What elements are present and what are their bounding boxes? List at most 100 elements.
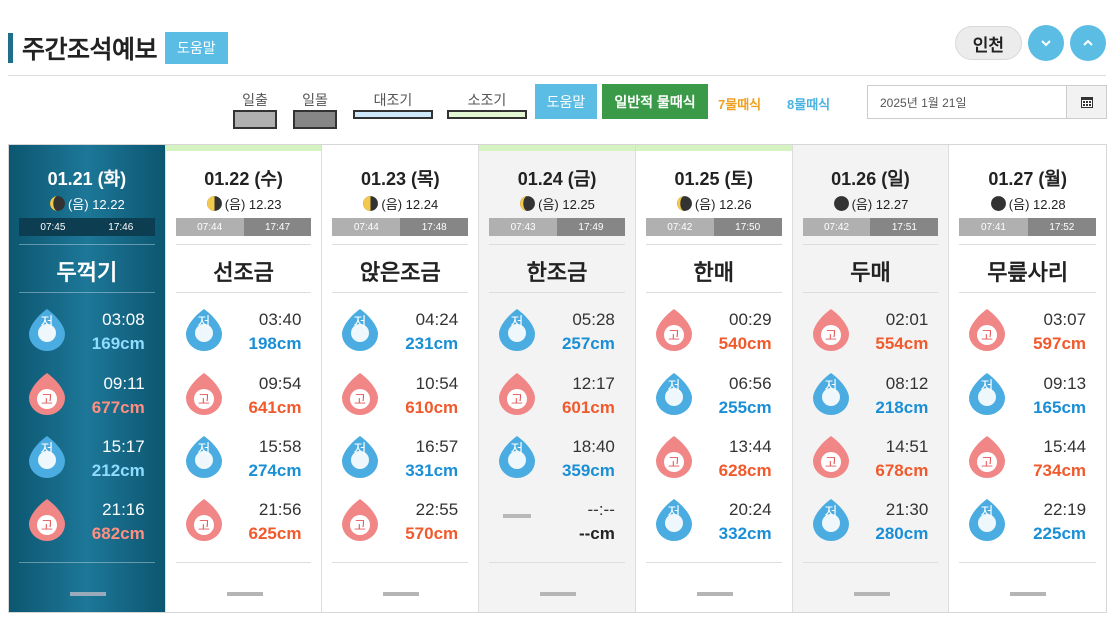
tide-badge-text: 저 [667,505,680,521]
tide-badge-text: 고 [41,393,53,408]
sunrise-time: 07:41 [959,218,1028,236]
more-handle[interactable] [226,592,263,596]
high-tide-icon: 고 [185,373,222,415]
tide-time: 00:29 [729,310,772,329]
day-column[interactable]: 01.24 (금) (음) 12.25 07:43 17:49 한조금 저 05:28 257… [479,145,636,612]
tide-entry: 고 13:44 628cm [636,434,792,484]
date-input[interactable]: 2025년 1월 21일 [880,95,967,110]
moon-phase-icon [206,196,222,211]
high-tide-icon: 고 [342,499,379,541]
tide-badge-text: 고 [354,393,366,408]
tide-entry: 저 16:57 331cm [322,434,478,484]
high-tide-icon: 고 [342,373,379,415]
day-column[interactable]: 01.21 (화) (음) 12.22 07:45 17:46 두꺽기 저 03:08 169… [9,145,166,612]
page-header: 주간조석예보 도움말 [8,28,228,68]
tide-level: 212cm [91,461,145,480]
low-tide-icon: 저 [29,436,65,478]
sunrise-time: 07:44 [332,218,401,236]
more-handle[interactable] [383,592,420,596]
legend-sunset-label: 일몰 [302,92,328,108]
tide-entry: 저 21:30 280cm [793,497,949,547]
tide-entry: 고 09:54 641cm [166,371,322,421]
more-handle[interactable] [540,592,577,596]
low-tide-icon: 저 [185,309,222,351]
day-column[interactable]: 01.23 (목) (음) 12.24 07:44 17:48 앉은조금 저 04:24 23… [322,145,480,612]
moon-phase-icon [990,196,1006,211]
collapse-button[interactable] [1070,25,1106,61]
tide-badge-text: 저 [511,315,524,331]
tide-entry: 저 18:40 359cm [479,434,635,484]
tide-time: 15:17 [102,437,145,456]
divider [645,292,782,293]
tide-level: 641cm [248,398,302,417]
calendar-button[interactable] [1066,86,1106,118]
tide-entry: 저 09:13 165cm [949,371,1106,421]
tide-time: 03:07 [1043,310,1087,329]
legend-sunset: 일몰 [293,90,337,129]
sun-times: 07:42 17:51 [802,218,939,236]
divider [332,244,469,245]
tide-entry: 고 09:11 677cm [9,371,165,421]
tide-time: 14:51 [885,437,929,456]
tide-level: 678cm [875,461,929,480]
day-column[interactable]: 01.26 (일) (음) 12.27 07:42 17:51 두매 고 02:01 554c… [792,145,950,612]
tide-name: 선조금 [213,260,274,285]
tide-badge-text: 고 [668,329,680,344]
divider [489,562,625,563]
high-tide-icon: 고 [29,373,65,415]
low-tide-icon: 저 [812,499,849,541]
more-handle[interactable] [1010,592,1047,596]
divider [175,292,312,293]
sun-times: 07:42 17:50 [645,218,782,236]
tide-badge-text: 저 [981,505,994,521]
chevron-down-icon [1041,40,1051,47]
header-help-button[interactable]: 도움말 [165,32,228,64]
tide-level: 255cm [718,398,772,417]
tide-entry: 저 15:17 212cm [9,434,165,484]
lunar-date: (음) 12.25 [538,197,595,212]
divider [489,292,625,293]
low-tide-icon: 저 [655,373,692,415]
sunset-time: 17:46 [86,218,155,236]
divider [802,292,939,293]
legend-help-button[interactable]: 도움말 [535,84,597,119]
tide-time: 05:28 [572,310,615,329]
tide-level: 682cm [91,524,145,543]
day-column[interactable]: 01.22 (수) (음) 12.23 07:44 17:47 선조금 저 03:40 198… [165,145,323,612]
high-tide-icon: 고 [655,436,692,478]
tide-level: 231cm [405,334,459,353]
tide-badge-text: 고 [981,456,993,471]
more-handle[interactable] [853,592,890,596]
region-dropdown-button[interactable] [1028,25,1064,61]
tide-time: 22:19 [1043,500,1087,519]
tide-time: 15:44 [1043,437,1087,456]
eight-tide-link[interactable]: 8물때식 [787,97,831,112]
general-tide-button[interactable]: 일반적 물때식 [602,84,708,119]
day-date: 01.23 (목) [361,169,440,189]
tide-entry: 고 03:07 597cm [949,307,1106,357]
sunrise-time: 07:45 [19,218,87,236]
sunrise-time: 07:42 [802,218,871,236]
sun-times: 07:41 17:52 [959,218,1097,236]
sun-times: 07:45 17:46 [19,218,155,236]
tide-badge-text: 저 [41,442,54,458]
day-column[interactable]: 01.25 (토) (음) 12.26 07:42 17:50 한매 고 00:29 540c… [635,145,793,612]
date-picker[interactable]: 2025년 1월 21일 [867,85,1107,119]
day-date: 01.27 (월) [988,169,1067,189]
tide-name: 두꺽기 [56,260,118,285]
tide-level: 540cm [718,334,772,353]
low-tide-icon: 저 [499,436,536,478]
tide-entry: 저 22:19 225cm [949,497,1106,547]
tide-badge-text: 고 [981,329,993,344]
divider [175,562,312,563]
seven-tide-link[interactable]: 7물때식 [718,97,762,112]
calendar-icon [1080,97,1093,108]
tide-badge-text: 저 [981,379,994,395]
more-handle[interactable] [70,592,106,596]
region-button[interactable]: 인천 [954,26,1022,60]
tide-level: 601cm [561,398,615,417]
day-column[interactable]: 01.27 (월) (음) 12.28 07:41 17:52 무릎사리 고 03:07 59… [949,145,1107,612]
more-handle[interactable] [696,592,733,596]
tide-badge-text: 저 [511,442,524,458]
tide-name: 앉은조금 [359,260,441,285]
